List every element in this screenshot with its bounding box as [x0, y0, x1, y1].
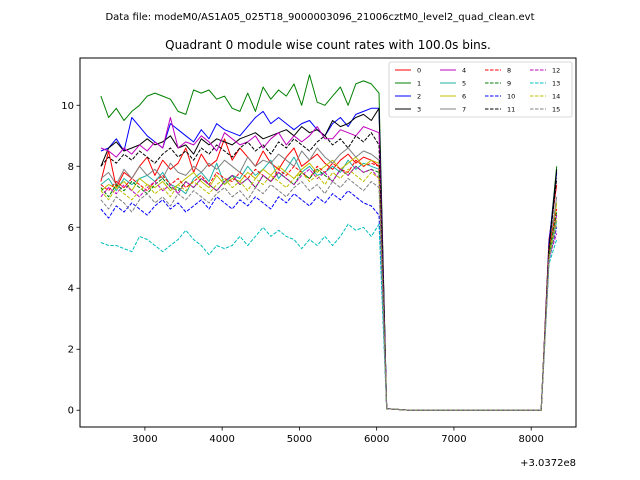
legend-label-4: 4 — [462, 67, 466, 75]
x-tick-label: 3000 — [132, 434, 157, 445]
series-line-15 — [100, 178, 558, 411]
legend-label-8: 8 — [507, 67, 511, 75]
y-tick-label: 8 — [68, 162, 74, 173]
legend-label-15: 15 — [552, 106, 560, 114]
legend-label-7: 7 — [462, 106, 466, 114]
legend-label-10: 10 — [507, 93, 515, 101]
x-tick-label: 5000 — [287, 434, 312, 445]
legend-label-0: 0 — [417, 67, 421, 75]
legend-label-2: 2 — [417, 93, 421, 101]
legend-label-6: 6 — [462, 93, 466, 101]
x-tick-label: 6000 — [364, 434, 389, 445]
legend-label-14: 14 — [552, 93, 560, 101]
y-axis: 0 2 4 6 8 10 — [61, 101, 80, 417]
plot-area — [100, 74, 558, 411]
x-tick-label: 8000 — [518, 434, 543, 445]
legend-label-3: 3 — [417, 106, 421, 114]
legend-label-1: 1 — [417, 80, 421, 88]
x-tick-label: 4000 — [209, 434, 234, 445]
y-tick-label: 6 — [68, 223, 74, 234]
x-axis: 3000 4000 5000 6000 7000 8000 — [132, 427, 544, 445]
y-tick-label: 2 — [68, 345, 74, 356]
legend-box — [388, 61, 573, 118]
x-offset-label: +3.0372e8 — [520, 458, 576, 469]
series-line-13 — [100, 223, 558, 411]
series-line-10 — [100, 190, 558, 411]
y-tick-label: 0 — [68, 406, 74, 417]
legend-label-5: 5 — [462, 80, 466, 88]
legend-label-13: 13 — [552, 80, 560, 88]
axes-frame — [79, 57, 577, 428]
y-tick-label: 4 — [68, 284, 74, 295]
legend-label-9: 9 — [507, 80, 511, 88]
legend-label-11: 11 — [507, 106, 515, 114]
chart-title: Quadrant 0 module wise count rates with … — [165, 38, 491, 52]
legend-label-12: 12 — [552, 67, 560, 75]
y-tick-label: 10 — [61, 101, 74, 112]
x-tick-label: 7000 — [441, 434, 466, 445]
figure-suptitle: Data file: modeM0/AS1A05_025T18_90000030… — [105, 12, 534, 23]
